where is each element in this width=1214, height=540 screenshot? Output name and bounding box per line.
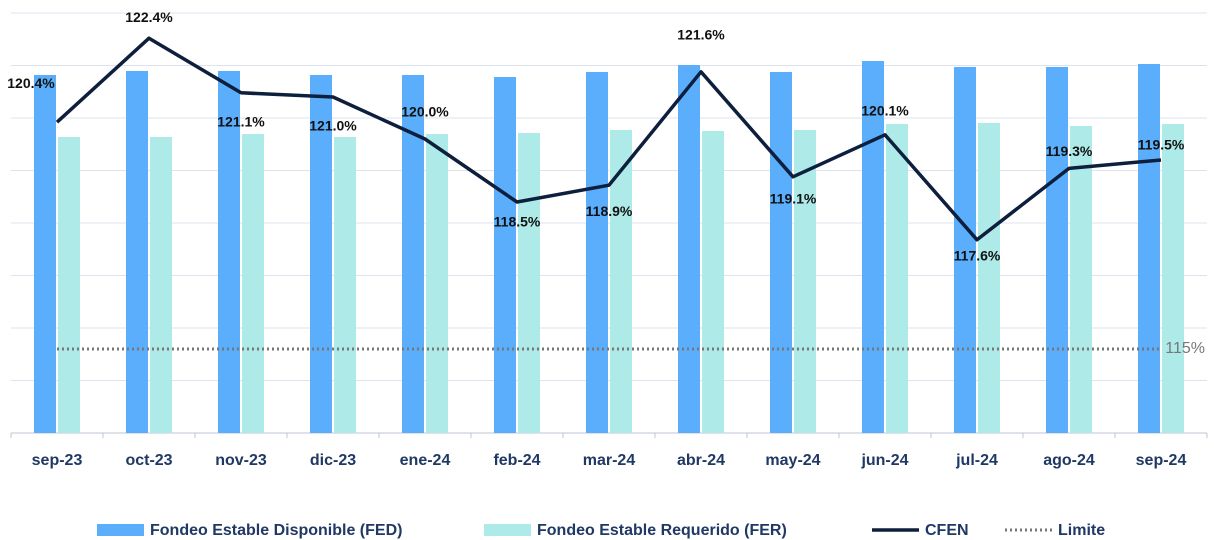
bar [678, 65, 700, 433]
bar [310, 75, 332, 433]
data-label: 121.0% [309, 118, 357, 134]
x-tick-label: abr-24 [677, 452, 725, 469]
legend-label: Limite [1058, 522, 1105, 539]
bar [218, 71, 240, 433]
x-tick-label: jul-24 [955, 452, 998, 469]
bar [34, 75, 56, 433]
legend-label: Fondeo Estable Disponible (FED) [150, 522, 402, 539]
bar [794, 130, 816, 433]
data-label: 120.1% [861, 103, 909, 119]
bar [150, 137, 172, 433]
x-tick-label: may-24 [765, 452, 820, 469]
line [55, 36, 1162, 242]
bar [242, 134, 264, 433]
data-label: 121.1% [217, 114, 265, 130]
bar [518, 133, 540, 433]
bar [1162, 124, 1184, 433]
bar [126, 71, 148, 433]
x-tick-label: feb-24 [493, 452, 540, 469]
data-label: 122.4% [125, 9, 173, 25]
data-label: 119.3% [1046, 143, 1093, 159]
limit-label: 115% [1165, 340, 1205, 357]
bar [58, 137, 80, 433]
legend-label: CFEN [925, 522, 969, 539]
x-tick-label: nov-23 [215, 452, 267, 469]
data-label: 119.1% [770, 191, 817, 207]
data-label: 118.5% [494, 214, 541, 230]
bar [426, 134, 448, 433]
bar [954, 67, 976, 433]
x-tick-label: mar-24 [583, 452, 636, 469]
data-label: 119.5% [1138, 137, 1185, 153]
bar [978, 123, 1000, 433]
bar [402, 75, 424, 433]
legend-label: Fondeo Estable Requerido (FER) [537, 522, 787, 539]
bar [770, 72, 792, 433]
bar [586, 72, 608, 433]
bar [1070, 126, 1092, 433]
x-tick-label: ene-24 [400, 452, 451, 469]
bar [862, 61, 884, 433]
x-tick-label: jun-24 [860, 452, 908, 469]
data-label: 117.6% [954, 248, 1001, 264]
data-label: 118.9% [586, 203, 633, 219]
x-tick-label: sep-23 [32, 452, 83, 469]
bar [494, 77, 516, 433]
bar [886, 124, 908, 433]
bar [1046, 67, 1068, 433]
x-tick-label: ago-24 [1043, 452, 1095, 469]
data-label: 120.4% [7, 75, 55, 91]
bar [702, 131, 724, 433]
x-tick-label: sep-24 [1136, 452, 1187, 469]
bar [334, 137, 356, 433]
x-tick-label: dic-23 [310, 452, 356, 469]
x-tick-label: oct-23 [125, 452, 172, 469]
data-label: 120.0% [401, 104, 449, 120]
bar [610, 130, 632, 433]
legend-swatch [484, 524, 531, 536]
legend-swatch [97, 524, 144, 536]
data-label: 121.6% [677, 27, 725, 43]
bar [1138, 64, 1160, 433]
